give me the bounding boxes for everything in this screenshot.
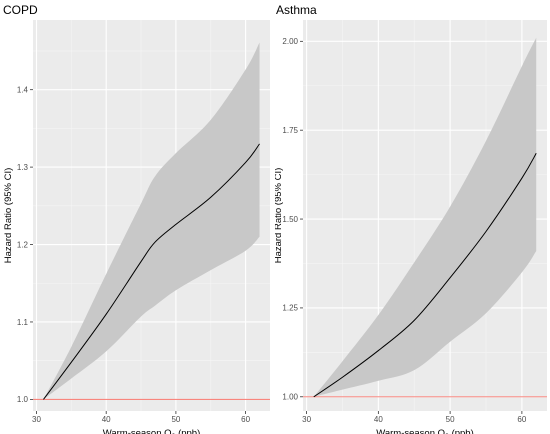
copd-y-tick-label: 1.2 [17, 240, 29, 249]
asthma-x-tick-label: 40 [374, 415, 383, 424]
asthma-hazard-ratio-line [313, 153, 537, 398]
asthma-y-tick-label: 1.50 [282, 215, 298, 224]
asthma-panel: Asthma 30 40 50 60 1.00 1.25 1.50 1.75 2.00 Warm-s… [275, 0, 550, 434]
copd-hazard-ratio-line [43, 143, 260, 400]
copd-title: COPD [3, 3, 38, 17]
copd-x-tick-label: 40 [102, 415, 111, 424]
copd-x-axis-title: Warm-season O3 (ppb) [103, 428, 201, 434]
copd-y-axis-title: Hazard Ratio (95% CI) [3, 168, 14, 264]
copd-y-tick-label: 1.4 [17, 85, 29, 94]
copd-panel: COPD 30 40 50 60 1.0 1.1 1.2 1.3 1.4 Warm-season O… [3, 3, 270, 434]
copd-y-tick-label: 1.0 [17, 395, 29, 404]
asthma-x-tick-label: 60 [517, 415, 526, 424]
asthma-x-tick-label: 50 [446, 415, 455, 424]
asthma-y-tick-label: 1.75 [282, 126, 298, 135]
asthma-x-axis-title: Warm-season O3 (ppb) [376, 428, 474, 434]
copd-y-tick-label: 1.1 [17, 318, 29, 327]
copd-x-tick-label: 60 [241, 415, 250, 424]
asthma-ci-band [313, 37, 537, 397]
asthma-y-axis-title: Hazard Ratio (95% CI) [275, 168, 284, 264]
asthma-y-tick-label: 1.25 [282, 304, 298, 313]
asthma-x-tick-label: 30 [302, 415, 311, 424]
asthma-title: Asthma [276, 3, 317, 17]
asthma-y-tick-label: 2.00 [282, 37, 298, 46]
asthma-y-tick-label: 1.00 [282, 393, 298, 402]
copd-chart-svg: COPD 30 40 50 60 1.0 1.1 1.2 1.3 1.4 Warm-season O… [3, 3, 270, 434]
asthma-chart-svg: Asthma 30 40 50 60 1.00 1.25 1.50 1.75 2.00 Warm-s… [275, 3, 547, 434]
copd-x-tick-label: 50 [171, 415, 180, 424]
copd-x-tick-label: 30 [32, 415, 41, 424]
copd-y-tick-label: 1.3 [17, 163, 29, 172]
copd-ci-band [43, 42, 260, 400]
